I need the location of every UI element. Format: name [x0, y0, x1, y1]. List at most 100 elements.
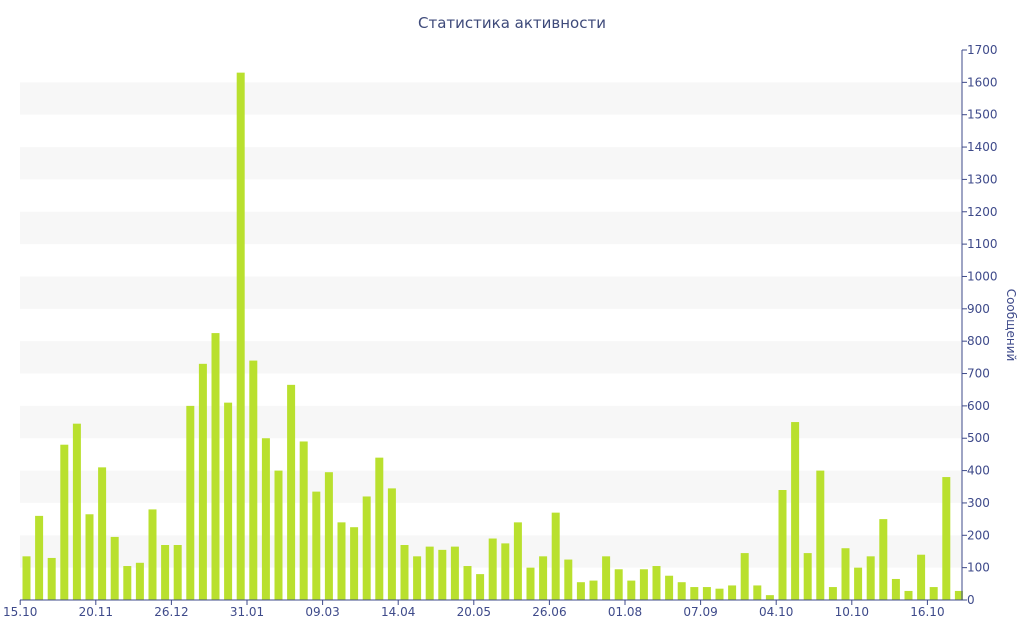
y-tick-label: 1600 — [967, 75, 998, 89]
bars — [22, 72, 963, 601]
bar — [35, 515, 44, 600]
bar — [299, 441, 308, 600]
x-tick-label: 09.03 — [305, 605, 339, 619]
bar — [539, 556, 548, 600]
bar — [917, 554, 926, 600]
bar — [350, 527, 359, 600]
grid-band — [20, 82, 962, 115]
bar — [198, 363, 207, 600]
bar — [589, 580, 598, 600]
x-tick-label: 01.08 — [608, 605, 642, 619]
grid-band — [20, 211, 962, 245]
bar — [891, 578, 900, 600]
bar — [816, 470, 825, 600]
bar — [879, 519, 888, 600]
bar — [186, 405, 195, 600]
bar — [337, 522, 346, 600]
bar — [828, 587, 837, 600]
x-tick-label: 10.10 — [835, 605, 869, 619]
bar — [387, 488, 396, 600]
x-tick-label: 20.11 — [79, 605, 113, 619]
bar — [614, 569, 623, 600]
bar — [866, 556, 875, 600]
bar — [551, 512, 560, 600]
bar — [224, 402, 233, 600]
bar — [627, 580, 636, 600]
y-tick-label: 1500 — [967, 108, 998, 122]
x-axis-ticks: 15.10 20.11 26.12 31.01 09.03 14.04 20.05 26.06… — [3, 600, 945, 619]
bar — [425, 546, 434, 600]
bar — [72, 423, 81, 600]
grid-band — [20, 341, 962, 374]
x-tick-label: 14.04 — [381, 605, 415, 619]
grid-bands — [20, 82, 962, 568]
bar — [765, 595, 774, 600]
bar — [652, 566, 661, 600]
bar — [413, 556, 422, 600]
x-tick-label: 20.05 — [457, 605, 491, 619]
y-tick-label: 600 — [967, 399, 990, 413]
y-tick-label: 1700 — [967, 43, 998, 57]
bar — [85, 514, 94, 600]
bar — [98, 467, 107, 600]
y-tick-label: 1100 — [967, 237, 998, 251]
bar — [854, 567, 863, 600]
y-tick-label: 1000 — [967, 269, 998, 283]
bar — [173, 545, 182, 600]
y-tick-label: 1300 — [967, 172, 998, 186]
bar — [148, 509, 157, 600]
x-tick-label: 07.09 — [683, 605, 717, 619]
bar — [123, 566, 132, 600]
bar — [740, 553, 749, 600]
y-tick-label: 100 — [967, 561, 990, 575]
x-tick-label: 26.12 — [154, 605, 188, 619]
bar — [778, 490, 787, 600]
bar — [463, 566, 472, 600]
grid-band — [20, 147, 962, 180]
bar — [513, 522, 522, 600]
bar — [60, 444, 69, 600]
bar — [161, 545, 170, 600]
bar — [715, 588, 724, 600]
bar — [110, 536, 119, 600]
bar — [576, 582, 585, 600]
bar — [274, 470, 283, 600]
bar — [438, 549, 447, 600]
bar — [312, 491, 321, 600]
y-tick-label: 800 — [967, 334, 990, 348]
bar — [665, 575, 674, 600]
y-tick-label: 300 — [967, 496, 990, 510]
bar — [954, 590, 963, 600]
bar — [22, 556, 31, 600]
bar — [249, 360, 258, 600]
bar — [677, 582, 686, 600]
bar — [904, 590, 913, 600]
bar — [564, 559, 573, 600]
y-tick-label: 400 — [967, 464, 990, 478]
bar — [728, 585, 737, 600]
bar — [841, 548, 850, 600]
grid-band — [20, 276, 962, 309]
y-tick-label: 1400 — [967, 140, 998, 154]
y-tick-label: 700 — [967, 367, 990, 381]
bar — [211, 333, 220, 600]
x-tick-label: 26.06 — [532, 605, 566, 619]
bar — [450, 546, 459, 600]
y-axis-ticks: 0 100 200 300 400 500 600 700 800 900 1000 1100 1200… — [962, 43, 998, 607]
grid-band — [20, 470, 962, 503]
bar — [400, 545, 409, 600]
y-tick-label: 200 — [967, 528, 990, 542]
bar — [236, 72, 245, 601]
bar — [702, 587, 711, 600]
bar — [476, 574, 485, 600]
bar — [803, 553, 812, 600]
bar — [488, 538, 497, 600]
bar — [324, 472, 333, 600]
bar — [942, 477, 951, 600]
bar — [47, 557, 56, 600]
x-tick-label: 04.10 — [759, 605, 793, 619]
bar — [639, 569, 648, 600]
bar — [135, 562, 144, 600]
